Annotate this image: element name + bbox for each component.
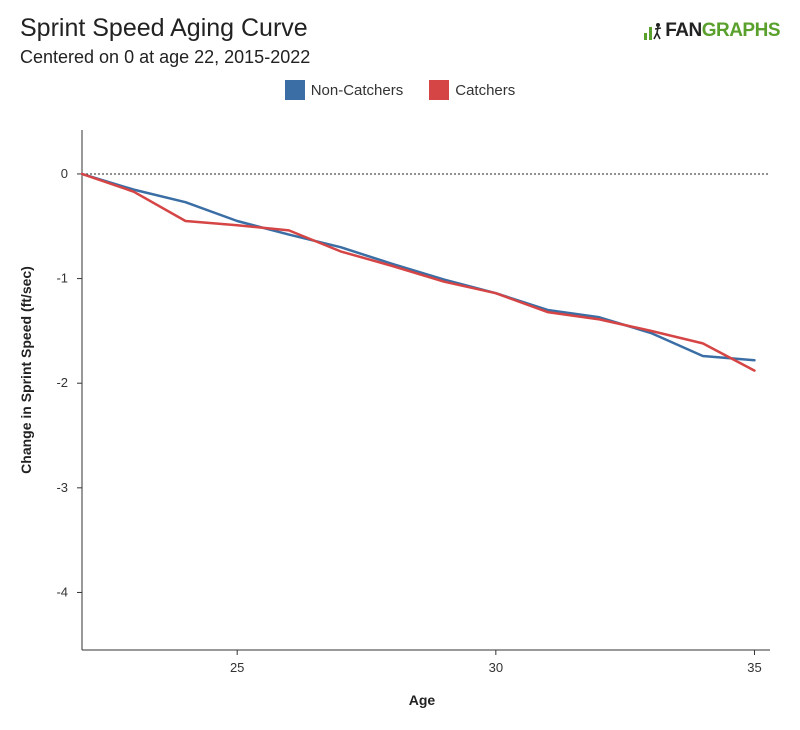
chart-subtitle: Centered on 0 at age 22, 2015-2022: [20, 47, 311, 67]
y-tick-label: -3: [56, 480, 68, 495]
series-line-non-catchers: [80, 172, 756, 362]
legend-swatch-non-catchers: [284, 80, 305, 100]
y-tick-label: -4: [56, 584, 68, 599]
legend-item-non-catchers[interactable]: Non-Catchers: [284, 80, 404, 100]
legend-item-catchers[interactable]: Catchers: [429, 80, 515, 100]
legend-label-non-catchers: Non-Catchers: [310, 81, 404, 99]
legend-label-catchers: Catchers: [455, 81, 516, 99]
y-tick-label: 0: [61, 166, 68, 181]
series-line-catchers: [80, 172, 756, 372]
x-tick-label: 25: [230, 660, 244, 675]
y-axis-title: Change in Sprint Speed (ft/sec): [18, 266, 34, 474]
logo-text-fan: FAN: [665, 20, 702, 41]
y-tick-label: -2: [56, 375, 68, 390]
y-tick-label: -1: [56, 271, 68, 286]
chart-legend: Non-Catchers Catchers: [0, 80, 800, 100]
chart-title: Sprint Speed Aging Curve: [20, 14, 308, 42]
fangraphs-icon: [644, 23, 662, 40]
x-axis-title: Age: [409, 692, 436, 708]
legend-swatch-catchers: [429, 80, 450, 100]
logo-text-graphs: GRAPHS: [701, 20, 781, 41]
x-tick-label: 30: [489, 660, 503, 675]
fangraphs-logo[interactable]: FAN GRAPHS: [643, 20, 781, 42]
x-tick-label: 35: [747, 660, 761, 675]
